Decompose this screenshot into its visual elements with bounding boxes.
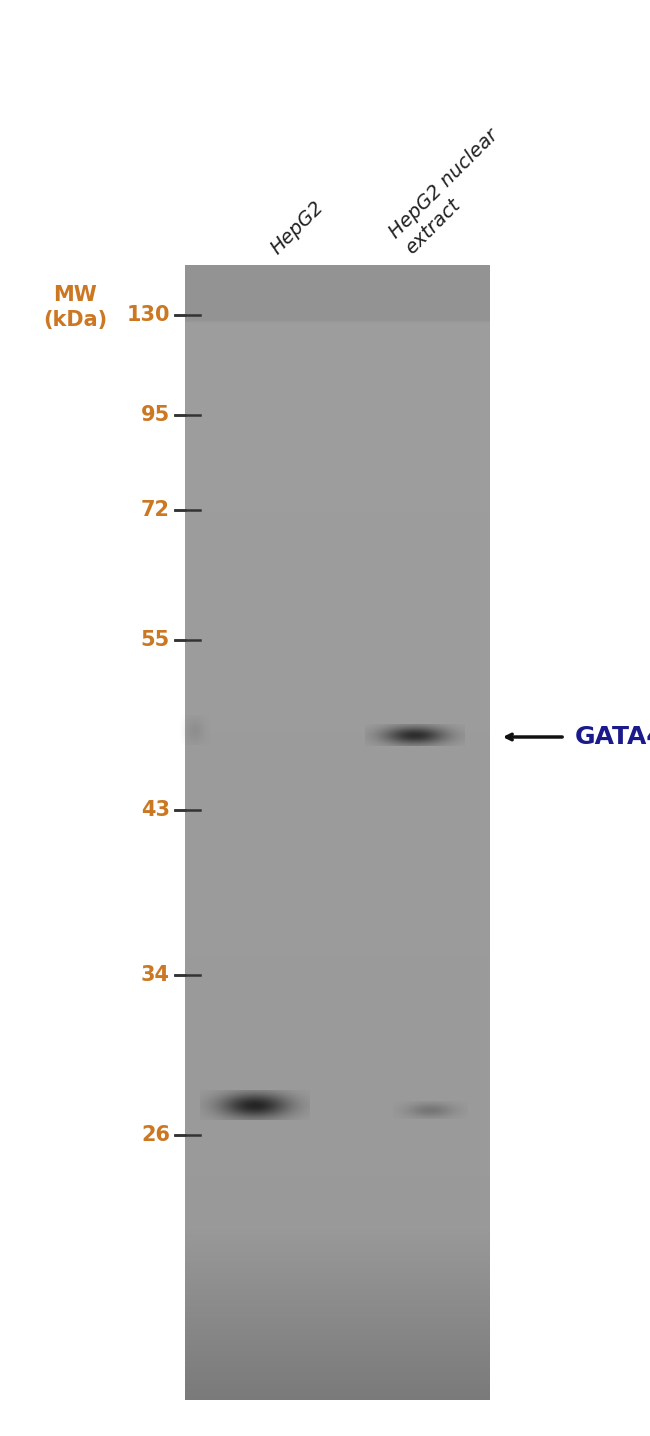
Text: 55: 55 xyxy=(141,630,170,651)
Text: 34: 34 xyxy=(141,965,170,985)
Text: 26: 26 xyxy=(141,1124,170,1144)
Text: HepG2: HepG2 xyxy=(266,198,327,258)
Text: 72: 72 xyxy=(141,500,170,520)
Text: MW
(kDa): MW (kDa) xyxy=(43,284,107,330)
Text: GATA4: GATA4 xyxy=(575,725,650,750)
Text: HepG2 nuclear
extract: HepG2 nuclear extract xyxy=(386,126,518,258)
Text: 130: 130 xyxy=(127,304,170,325)
Text: 43: 43 xyxy=(141,800,170,820)
Text: 95: 95 xyxy=(141,405,170,425)
